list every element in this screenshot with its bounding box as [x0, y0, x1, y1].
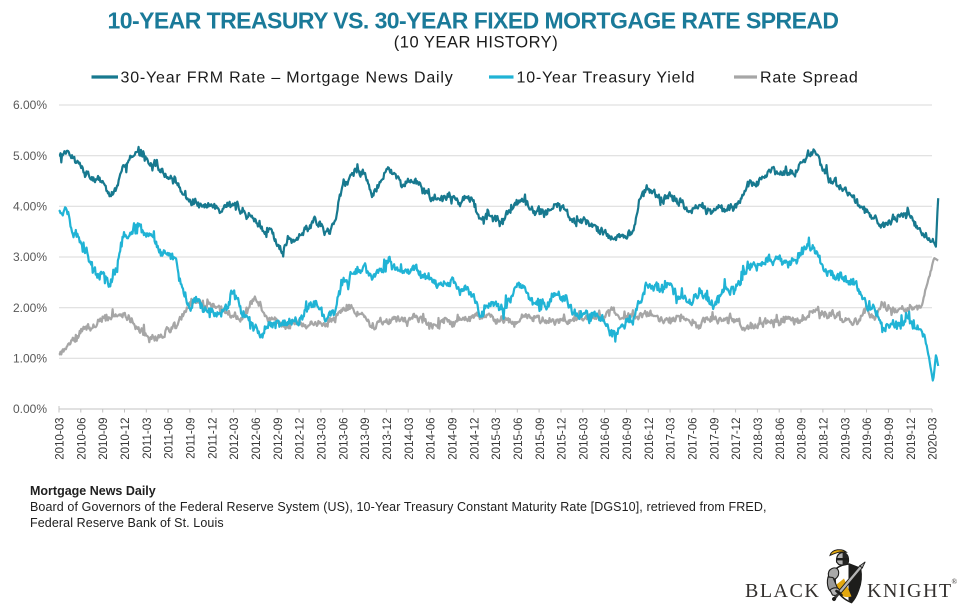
svg-text:2016-03: 2016-03: [578, 418, 590, 460]
svg-text:2018-09: 2018-09: [797, 418, 809, 460]
svg-text:2011-09: 2011-09: [186, 418, 198, 459]
svg-text:2014-03: 2014-03: [404, 418, 416, 460]
svg-text:(10 YEAR HISTORY): (10 YEAR HISTORY): [394, 34, 558, 52]
svg-text:2014-12: 2014-12: [469, 418, 481, 460]
svg-text:®: ®: [952, 577, 958, 586]
svg-text:2013-12: 2013-12: [382, 418, 394, 460]
svg-text:2011-03: 2011-03: [142, 418, 154, 459]
svg-text:2010-09: 2010-09: [98, 418, 110, 460]
svg-text:3.00%: 3.00%: [13, 250, 47, 264]
svg-text:2010-03: 2010-03: [55, 418, 67, 460]
svg-text:2014-06: 2014-06: [426, 418, 438, 460]
svg-text:Federal Reserve Bank of St. Lo: Federal Reserve Bank of St. Louis: [30, 516, 224, 530]
svg-text:2019-03: 2019-03: [840, 418, 852, 460]
svg-text:4.00%: 4.00%: [13, 200, 47, 214]
svg-text:Rate Spread: Rate Spread: [760, 70, 859, 87]
svg-text:5.00%: 5.00%: [13, 149, 47, 163]
svg-text:2015-06: 2015-06: [513, 418, 525, 460]
svg-text:10-YEAR TREASURY VS. 30-YEAR F: 10-YEAR TREASURY VS. 30-YEAR FIXED MORTG…: [107, 8, 838, 34]
svg-text:2017-09: 2017-09: [709, 418, 721, 460]
svg-text:2018-12: 2018-12: [819, 418, 831, 460]
svg-text:2015-03: 2015-03: [491, 417, 503, 459]
svg-text:2016-09: 2016-09: [622, 418, 634, 460]
svg-text:2012-06: 2012-06: [251, 418, 263, 460]
svg-text:2020-03: 2020-03: [928, 418, 940, 460]
svg-text:2015-12: 2015-12: [557, 418, 569, 460]
svg-text:0.00%: 0.00%: [13, 402, 47, 416]
svg-text:Mortgage News Daily: Mortgage News Daily: [30, 484, 156, 498]
svg-text:2019-12: 2019-12: [906, 418, 918, 460]
svg-text:2017-03: 2017-03: [666, 418, 678, 460]
svg-text:2019-09: 2019-09: [884, 418, 896, 460]
svg-text:BLACK: BLACK: [745, 580, 820, 602]
svg-text:2018-06: 2018-06: [775, 418, 787, 460]
svg-text:1.00%: 1.00%: [13, 352, 47, 366]
svg-text:2013-09: 2013-09: [360, 418, 372, 460]
svg-text:2011-06: 2011-06: [164, 418, 176, 459]
svg-text:2011-12: 2011-12: [207, 418, 219, 459]
svg-text:2018-03: 2018-03: [753, 418, 765, 460]
svg-text:2015-09: 2015-09: [535, 418, 547, 460]
svg-text:Board of Governors of the Fede: Board of Governors of the Federal Reserv…: [30, 500, 767, 514]
svg-text:2012-12: 2012-12: [295, 418, 307, 460]
svg-text:30-Year FRM Rate – Mortgage Ne: 30-Year FRM Rate – Mortgage News Daily: [121, 70, 454, 87]
svg-text:2010-06: 2010-06: [76, 418, 88, 460]
svg-text:2019-06: 2019-06: [862, 418, 874, 460]
svg-text:KNIGHT: KNIGHT: [867, 580, 953, 602]
svg-text:2012-09: 2012-09: [273, 418, 285, 460]
svg-text:2013-06: 2013-06: [338, 418, 350, 460]
svg-text:6.00%: 6.00%: [13, 98, 47, 112]
svg-text:2017-06: 2017-06: [688, 418, 700, 460]
svg-text:2014-09: 2014-09: [448, 418, 460, 460]
svg-text:10-Year Treasury Yield: 10-Year Treasury Yield: [517, 70, 696, 87]
svg-text:2016-12: 2016-12: [644, 418, 656, 460]
svg-text:2010-12: 2010-12: [120, 418, 132, 460]
svg-text:2016-06: 2016-06: [600, 418, 612, 460]
svg-text:2.00%: 2.00%: [13, 301, 47, 315]
svg-text:2012-03: 2012-03: [229, 418, 241, 460]
svg-text:2013-03: 2013-03: [317, 418, 329, 460]
svg-text:2017-12: 2017-12: [731, 418, 743, 460]
